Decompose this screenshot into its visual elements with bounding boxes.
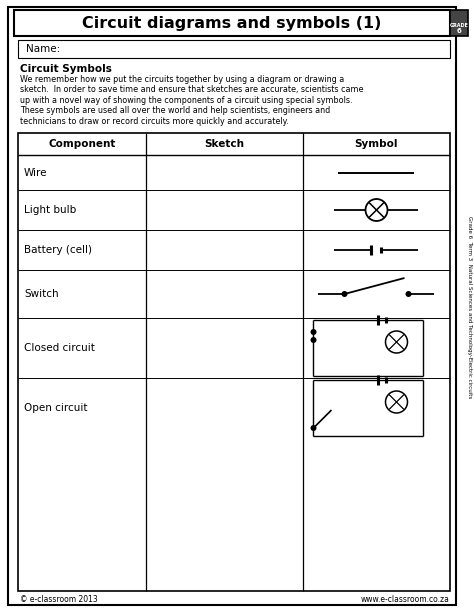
Text: www.e-classroom.co.za: www.e-classroom.co.za <box>361 595 450 604</box>
Text: 6: 6 <box>456 28 461 34</box>
Text: Circuit diagrams and symbols (1): Circuit diagrams and symbols (1) <box>82 15 382 31</box>
Text: sketch.  In order to save time and ensure that sketches are accurate, scientists: sketch. In order to save time and ensure… <box>20 85 364 94</box>
Text: Light bulb: Light bulb <box>24 205 76 215</box>
Text: Wire: Wire <box>24 167 47 178</box>
Bar <box>14 10 450 36</box>
Text: Circuit Symbols: Circuit Symbols <box>20 64 112 74</box>
Text: These symbols are used all over the world and help scientists, engineers and: These symbols are used all over the worl… <box>20 106 330 115</box>
Text: We remember how we put the circuits together by using a diagram or drawing a: We remember how we put the circuits toge… <box>20 75 344 83</box>
Circle shape <box>310 329 317 335</box>
Text: © e-classroom 2013: © e-classroom 2013 <box>20 595 98 604</box>
Text: GRADE: GRADE <box>449 23 468 28</box>
Text: Component: Component <box>48 139 116 149</box>
Text: Battery (cell): Battery (cell) <box>24 245 92 255</box>
Circle shape <box>310 425 317 431</box>
Text: Open circuit: Open circuit <box>24 403 88 413</box>
Text: Switch: Switch <box>24 289 59 299</box>
Text: Closed circuit: Closed circuit <box>24 343 95 353</box>
Text: technicians to draw or record circuits more quickly and accurately.: technicians to draw or record circuits m… <box>20 116 289 126</box>
Circle shape <box>405 291 411 297</box>
Text: Sketch: Sketch <box>204 139 245 149</box>
Text: Grade 6  Term 3  Natural Sciences and Technology-Electric circuits: Grade 6 Term 3 Natural Sciences and Tech… <box>467 216 473 398</box>
Text: Symbol: Symbol <box>355 139 398 149</box>
Circle shape <box>310 337 317 343</box>
Circle shape <box>341 291 347 297</box>
Bar <box>18 133 450 591</box>
Text: up with a novel way of showing the components of a circuit using special symbols: up with a novel way of showing the compo… <box>20 96 353 104</box>
Bar <box>18 40 450 58</box>
Text: Name:: Name: <box>26 44 60 54</box>
Bar <box>450 10 468 36</box>
